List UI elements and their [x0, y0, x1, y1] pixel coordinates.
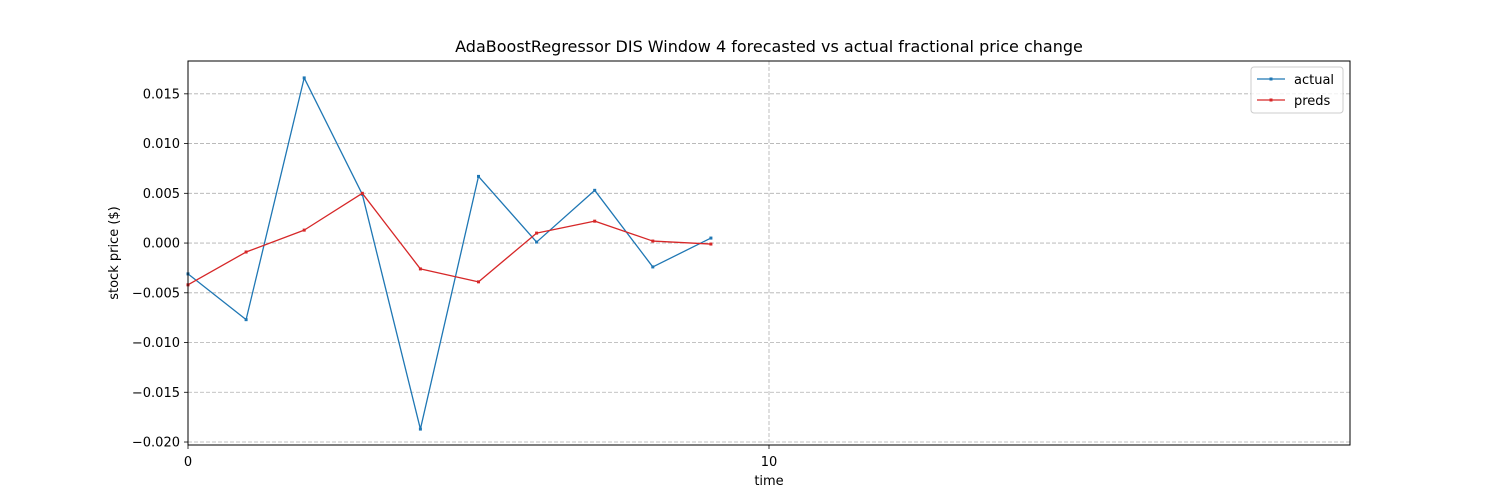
legend-label-actual: actual	[1294, 73, 1334, 88]
data-point-preds	[477, 280, 480, 284]
data-point-actual	[535, 240, 539, 244]
data-point-preds	[360, 191, 364, 195]
data-point-preds	[651, 239, 655, 243]
y-tick-label: 0.010	[143, 137, 180, 152]
data-point-actual	[418, 427, 422, 431]
data-point-actual	[709, 236, 713, 240]
data-point-actual	[244, 318, 248, 322]
series-line-actual	[187, 77, 712, 430]
data-point-actual	[593, 188, 597, 192]
y-tick-label: 0.015	[143, 87, 180, 102]
data-point-preds	[709, 242, 713, 246]
data-point-preds	[418, 267, 422, 271]
axis-ticks: −0.020 −0.015 −0.010 −0.005 0.000 0.005 0.010 0…	[132, 87, 777, 470]
data-point-actual	[302, 76, 306, 80]
y-tick-label: −0.020	[132, 436, 180, 451]
legend-marker-actual	[1269, 77, 1273, 81]
legend: actual preds	[1250, 66, 1344, 114]
data-point-preds	[535, 231, 539, 235]
data-point-preds	[244, 250, 248, 254]
x-axis-label: time	[754, 474, 783, 489]
x-tick-label: 10	[761, 455, 778, 470]
y-tick-label: −0.005	[132, 286, 180, 301]
data-point-preds	[593, 219, 597, 223]
x-tick-label: 0	[184, 455, 192, 470]
grid	[187, 61, 1350, 445]
series-line-preds	[187, 192, 711, 286]
legend-label-preds: preds	[1294, 94, 1331, 109]
series-layer	[186, 76, 713, 431]
y-axis-label: stock price ($)	[107, 206, 122, 300]
y-tick-label: 0.000	[143, 237, 180, 252]
data-point-actual	[651, 265, 655, 269]
data-point-preds	[302, 228, 306, 232]
legend-marker-preds	[1269, 98, 1273, 102]
y-tick-label: −0.015	[132, 386, 180, 401]
y-tick-label: 0.005	[143, 187, 180, 202]
data-point-actual	[477, 174, 480, 178]
y-tick-label: −0.010	[132, 336, 180, 351]
chart-title: AdaBoostRegressor DIS Window 4 forecaste…	[455, 37, 1083, 56]
